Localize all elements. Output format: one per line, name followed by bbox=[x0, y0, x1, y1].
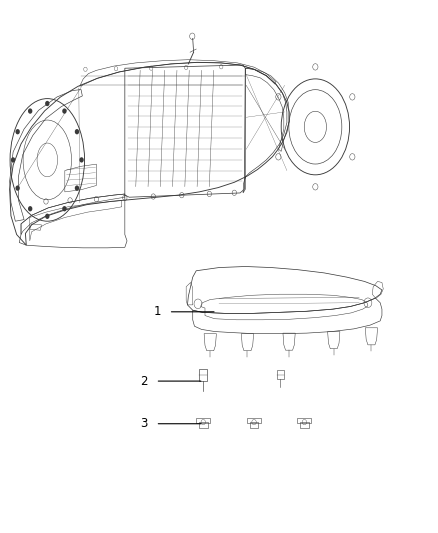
Circle shape bbox=[28, 108, 32, 114]
Text: 1: 1 bbox=[154, 305, 161, 318]
Circle shape bbox=[45, 214, 49, 219]
Circle shape bbox=[15, 129, 20, 134]
Text: 2: 2 bbox=[141, 375, 148, 387]
Circle shape bbox=[15, 185, 20, 191]
Circle shape bbox=[75, 129, 79, 134]
Circle shape bbox=[45, 101, 49, 106]
Circle shape bbox=[79, 157, 84, 163]
Circle shape bbox=[62, 206, 67, 212]
Circle shape bbox=[11, 157, 15, 163]
Circle shape bbox=[75, 185, 79, 191]
Text: 3: 3 bbox=[141, 417, 148, 430]
Circle shape bbox=[62, 108, 67, 114]
Circle shape bbox=[28, 206, 32, 212]
